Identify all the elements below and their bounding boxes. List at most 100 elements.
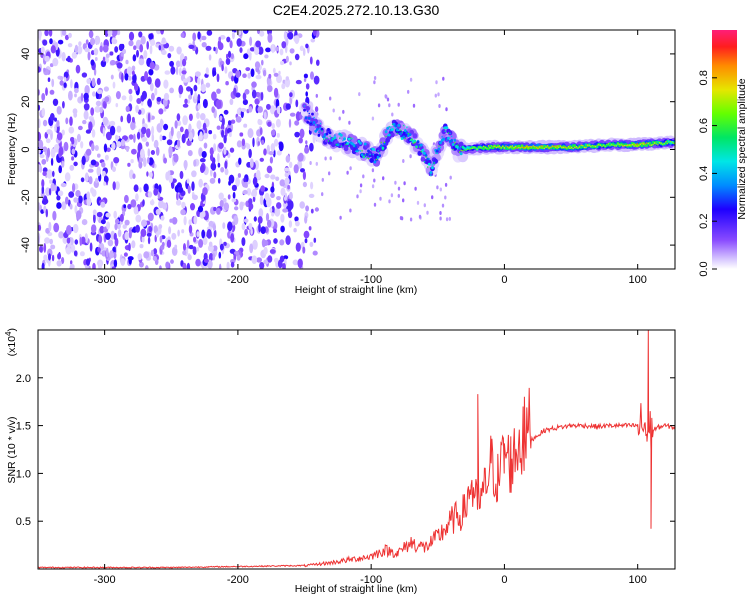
spectrogram-band-cell [320,127,324,131]
spectrogram-cell [48,30,53,37]
spectrogram-cell [91,224,95,234]
spectrogram-cell [147,76,152,85]
spectrogram-band-cell [381,146,385,150]
spectrogram-cell [132,173,136,179]
spectrogram-cell [269,105,276,115]
spectrogram-cell [302,48,306,56]
spectrogram-cell [79,251,85,257]
spectrogram-band-cell [329,135,331,137]
spectrogram-cell [51,78,55,88]
spectrogram-cell [211,106,215,113]
spectrogram-cell [96,166,101,177]
spectrogram-cell [150,249,154,257]
spectrogram-cell [362,174,365,179]
spectrogram-cell [294,216,299,222]
spectrogram-cell [239,47,243,53]
spectrogram-cell [243,123,248,128]
spectrogram-cell [112,166,116,172]
spectrogram-cell [90,159,97,166]
spectrogram-cell [132,73,137,84]
spectrogram-cell [342,109,345,114]
spectrogram-cell [125,146,130,153]
spectrogram-band-cell [654,142,656,144]
spectrogram-band-cell [391,128,394,131]
spectrogram-cell [153,225,158,234]
spectrogram-cell [409,217,413,222]
spectrogram-band-cell [628,144,630,146]
spectrogram-cell [61,257,65,264]
snr-x-tick-label: 0 [501,574,507,586]
spectrogram-band-cell [377,150,379,152]
spectrogram-cell [71,138,75,145]
spectrogram-band-cell [427,162,431,166]
spectrogram-band-cell [304,116,308,120]
spectrogram-cell [92,262,96,269]
spectrogram-cell [105,53,110,59]
snr-y-ticks: 0.5 1.0 1.5 2.0 [16,373,675,528]
spectrogram-cell [163,123,169,131]
spectrogram-band-cell [378,154,382,158]
spectrogram-cell [83,103,90,111]
spectrogram-band-cell [573,144,577,148]
spectrogram-cell [93,213,96,224]
spectrogram-cell [259,195,264,206]
spectrogram-cell [90,50,95,56]
spectrogram-cell [224,66,228,74]
spectrogram-band-cell [375,158,378,161]
spectrogram-cell [200,113,206,121]
spectrogram-cell [259,157,264,162]
spectrogram-band-cell [367,149,370,153]
spectrogram-cell [166,139,173,146]
spectrogram-cell [109,51,114,56]
colorbar-tick-label: 0.2 [698,214,710,229]
spectrogram-cell [235,116,242,123]
spectrogram-cell [69,263,75,269]
spectrogram-y-ticks: -40 -20 0 20 40 [20,48,675,253]
spectrogram-cell [188,94,193,100]
spectrogram-band-cell [396,132,398,135]
spectrogram-band-cell [311,123,314,126]
spectrogram-band-cell [610,143,613,146]
spectrogram-cell [216,207,221,215]
spectrogram-cell [102,127,106,137]
spectrogram-cell [438,104,441,108]
spectrogram-band-cell [435,152,437,154]
spectrogram-cell [444,182,448,187]
spectrogram-cell [123,252,128,257]
spectrogram-cell [216,125,221,130]
spectrogram-cell [128,231,132,239]
spectrogram-cell [74,239,79,245]
spectrogram-band-cell [476,148,478,150]
spectrogram-y-tick-label: -40 [20,237,32,253]
spectrogram-cell [85,39,89,45]
spectrogram-cell [242,30,249,34]
spectrogram-band-cell [311,112,314,116]
spectrogram-cell [46,147,51,158]
spectrogram-cell [315,161,318,166]
spectrogram-cell [288,200,294,210]
spectrogram-cell [173,153,179,163]
spectrogram-cell [266,78,271,86]
spectrogram-cell [203,142,208,149]
spectrogram-cell [153,188,159,196]
spectrogram-cell [213,46,216,52]
spectrogram-cell [115,91,121,100]
spectrogram-band-cell [326,137,328,140]
spectrogram-cell [373,202,377,207]
spectrogram-cell [100,201,106,208]
spectrogram-band-cell [666,142,669,145]
spectrogram-band-cell [634,144,637,146]
spectrogram-band-cell [421,148,425,152]
spectrogram-cell [289,61,292,66]
spectrogram-cell [206,229,212,239]
spectrogram-cell [397,193,400,198]
spectrogram-cell [179,59,183,68]
spectrogram-cell [57,252,62,260]
spectrogram-cell [435,80,438,85]
spectrogram-x-tick-label: 100 [629,274,647,286]
spectrogram-cell [120,258,126,266]
spectrogram-cell [114,223,118,231]
spectrogram-cell [193,159,197,167]
spectrogram-band-cell [307,116,311,120]
spectrogram-cell [240,108,247,112]
